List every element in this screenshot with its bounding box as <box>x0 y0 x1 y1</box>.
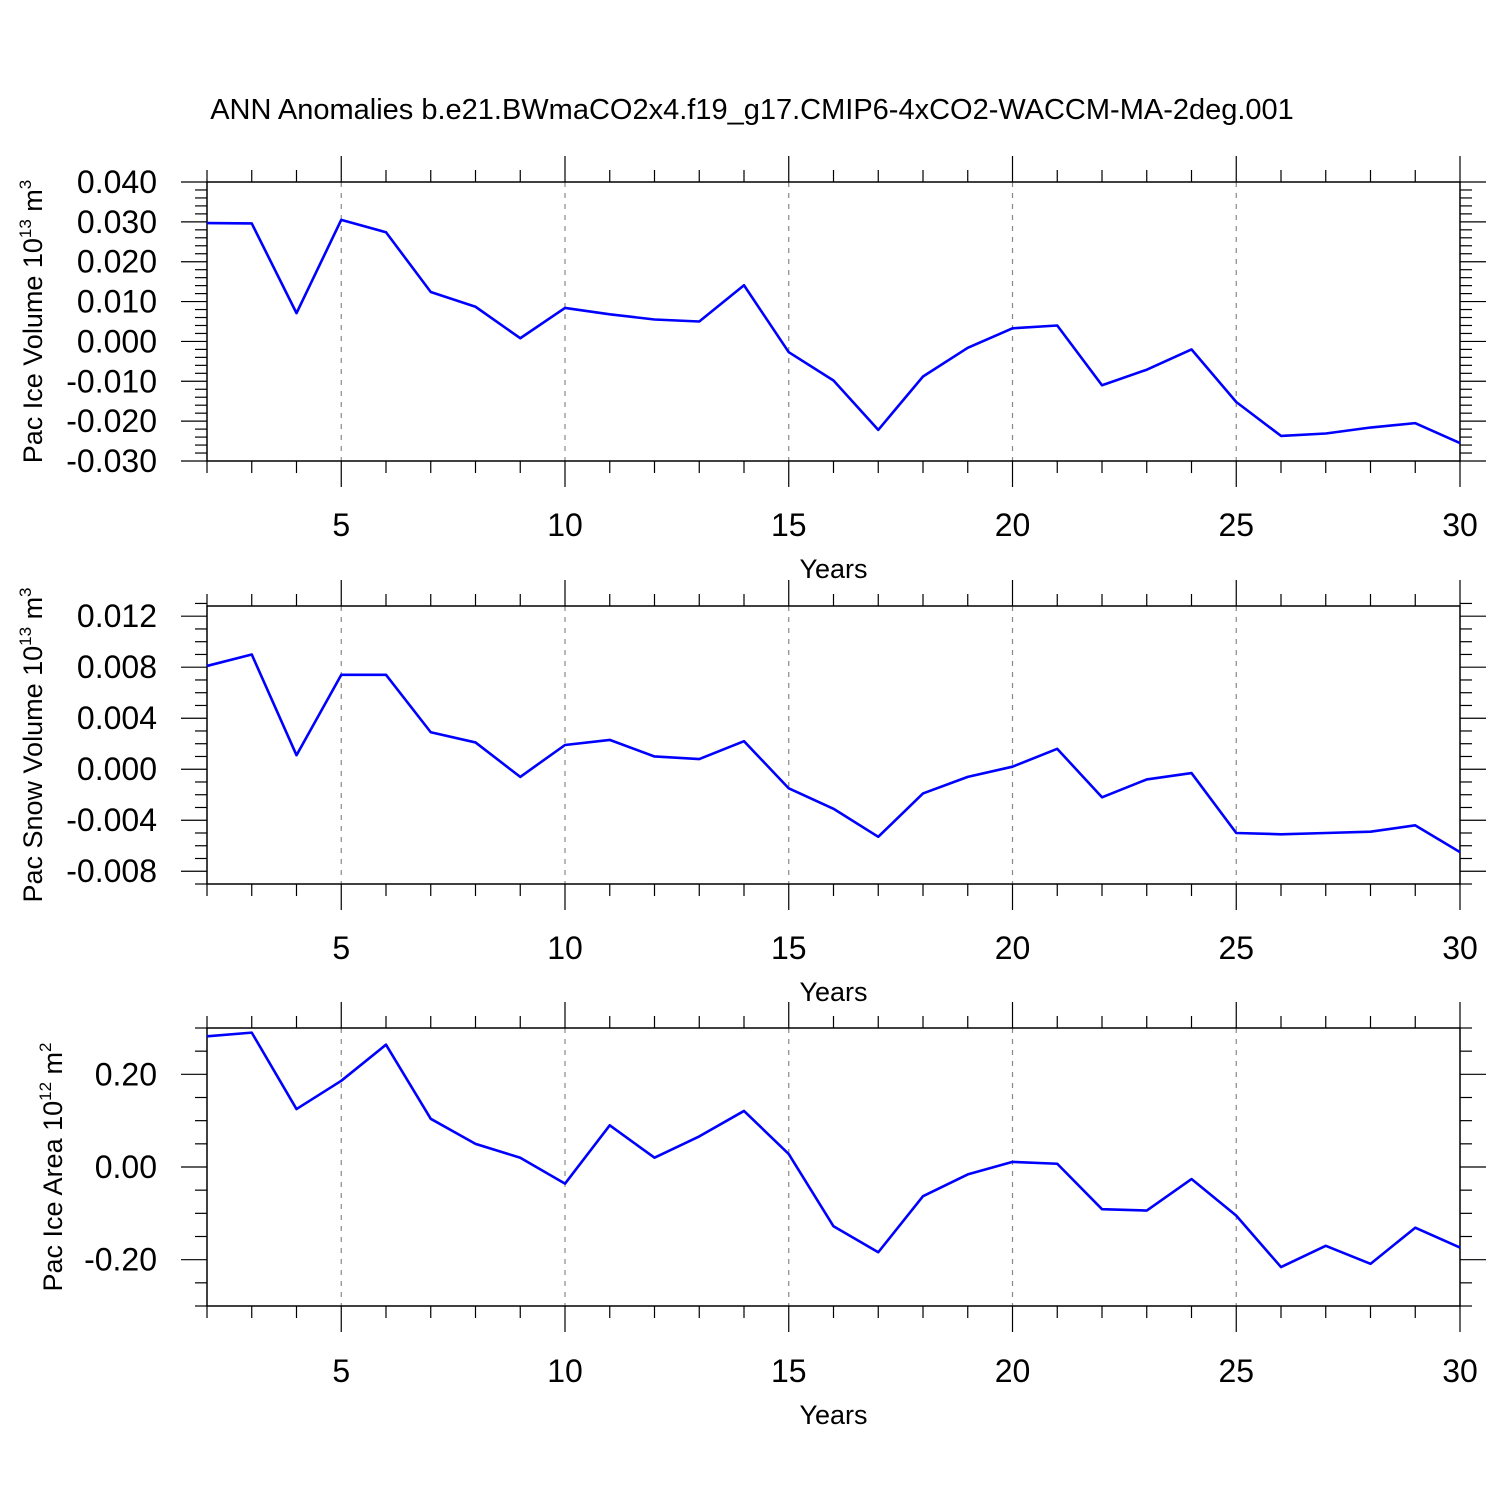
series-line <box>206 653 1461 854</box>
x-tick-label: 10 <box>547 930 583 966</box>
x-tick-label: 20 <box>995 930 1031 966</box>
y-tick-label: 0.20 <box>95 1056 157 1092</box>
x-tick-label: 15 <box>771 1353 807 1389</box>
x-tick-label: 25 <box>1218 507 1254 543</box>
y-axis-title: Pac Snow Volume 1013 m3 <box>16 587 48 902</box>
plot-frame <box>206 1027 1461 1307</box>
plot-frame <box>206 605 1461 885</box>
y-tick-label: 0.010 <box>77 284 157 320</box>
series-line <box>206 218 1461 445</box>
panel-3: -0.20 0.00 0.20 5 10 15 20 25 30 Years Pac Ice Are… <box>36 1002 1486 1430</box>
y-tick-label: 0.000 <box>77 323 157 359</box>
x-axis-title: Years <box>799 1400 867 1430</box>
plot-frame <box>206 181 1461 462</box>
x-tick-label: 30 <box>1442 507 1478 543</box>
x-axis-title: Years <box>799 977 867 1007</box>
y-tick-label: 0.020 <box>77 244 157 280</box>
panel-2: -0.008 -0.004 0.000 0.004 0.008 0.012 5 10 15 20 2… <box>16 580 1486 1007</box>
y-tick-label: 0.040 <box>77 164 157 200</box>
y-axis-title: Pac Ice Volume 1013 m3 <box>16 180 48 464</box>
y-tick-label: -0.020 <box>66 403 157 439</box>
x-tick-label: 25 <box>1218 930 1254 966</box>
x-tick-label: 30 <box>1442 1353 1478 1389</box>
panels: -0.030-0.020-0.0100.0000.0100.0200.0300.… <box>16 156 1486 1430</box>
x-tick-label: 25 <box>1218 1353 1254 1389</box>
y-tick-label: 0.008 <box>77 649 157 685</box>
x-tick-label: 5 <box>332 507 350 543</box>
y-tick-label: -0.004 <box>66 802 157 838</box>
x-tick-label: 15 <box>771 507 807 543</box>
y-tick-label: 0.012 <box>77 598 157 634</box>
y-tick-label: 0.004 <box>77 700 157 736</box>
y-tick-label: -0.030 <box>66 443 157 479</box>
y-tick-label: -0.20 <box>84 1242 157 1278</box>
x-tick-label: 5 <box>332 1353 350 1389</box>
y-tick-label: 0.000 <box>77 751 157 787</box>
y-tick-label: 0.00 <box>95 1149 157 1185</box>
x-tick-label: 5 <box>332 930 350 966</box>
x-tick-label: 10 <box>547 507 583 543</box>
y-tick-label: -0.008 <box>66 853 157 889</box>
x-tick-label: 30 <box>1442 930 1478 966</box>
x-tick-label: 15 <box>771 930 807 966</box>
y-axis-title: Pac Ice Area 1012 m2 <box>36 1042 68 1291</box>
series-line <box>206 1031 1461 1269</box>
x-axis-title: Years <box>799 554 867 584</box>
y-tick-label: 0.030 <box>77 204 157 240</box>
x-tick-label: 10 <box>547 1353 583 1389</box>
figure-title: ANN Anomalies b.e21.BWmaCO2x4.f19_g17.CM… <box>210 94 1294 126</box>
x-tick-label: 20 <box>995 1353 1031 1389</box>
x-tick-label: 20 <box>995 507 1031 543</box>
y-tick-label: -0.010 <box>66 363 157 399</box>
